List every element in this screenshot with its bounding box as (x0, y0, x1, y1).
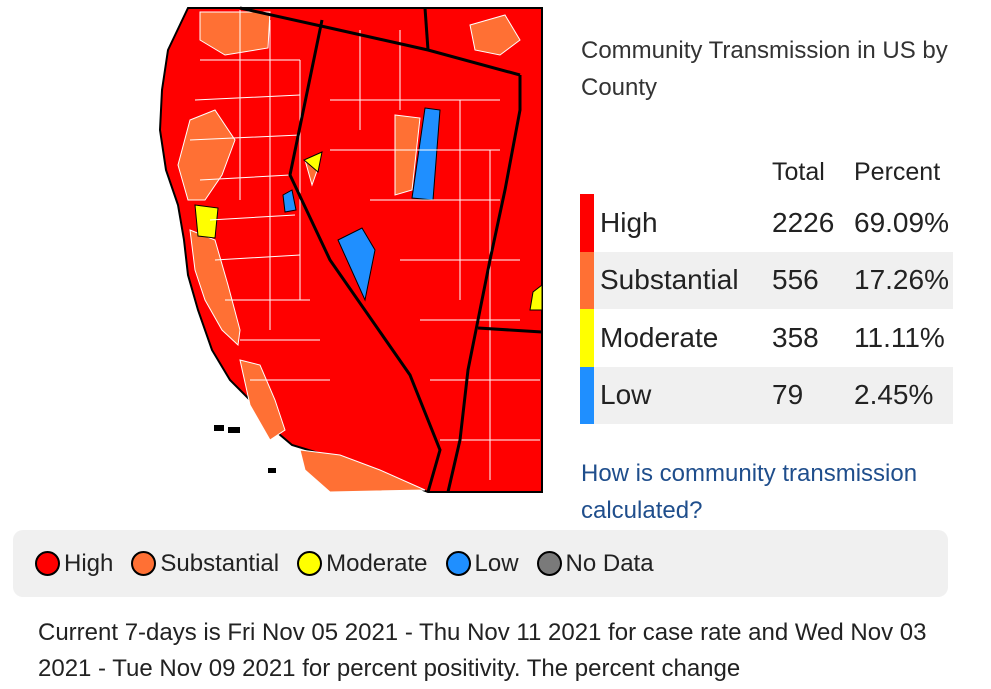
level-label: Moderate (600, 321, 719, 353)
legend-dot-icon (297, 551, 323, 576)
transmission-calculation-link[interactable]: How is community transmission calculated… (581, 460, 918, 524)
percent-value: 69.09% (854, 206, 949, 238)
map-counties-substantial[interactable] (177, 11, 521, 493)
legend-label: Moderate (326, 549, 428, 577)
legend-label: Low (474, 549, 519, 577)
legend-label: High (64, 549, 114, 577)
percent-value: 2.45% (854, 366, 953, 424)
legend-dot-icon (35, 551, 60, 576)
table-row-high: High 2226 69.09% (580, 194, 953, 252)
legend-item-no-data[interactable]: No Data (536, 549, 654, 578)
county-map[interactable] (0, 0, 545, 495)
header-total: Total (772, 157, 825, 186)
level-label: High (600, 206, 658, 238)
swatch-substantial (580, 251, 594, 309)
header-percent: Percent (854, 157, 941, 186)
table-row-low: Low 79 2.45% (580, 366, 953, 424)
total-value: 79 (772, 366, 854, 424)
percent-value: 11.11% (854, 321, 945, 353)
table-header-row: Total Percent (580, 150, 953, 194)
legend-item-low[interactable]: Low (445, 549, 519, 578)
panel-title: Community Transmission in US by County (581, 37, 948, 101)
swatch-low (580, 366, 594, 424)
table-row-substantial: Substantial 556 17.26% (580, 251, 953, 309)
map-islands (214, 425, 276, 473)
table-row-moderate: Moderate 358 11.11% (580, 309, 953, 367)
map-state-borders (239, 6, 543, 493)
map-legend: High Substantial Moderate Low No Data (13, 530, 948, 597)
legend-label: Substantial (160, 549, 280, 577)
legend-dot-icon (131, 551, 157, 576)
level-label: Low (594, 366, 772, 424)
legend-item-substantial[interactable]: Substantial (131, 550, 279, 578)
level-label: Substantial (594, 251, 772, 309)
legend-label: No Data (565, 549, 654, 577)
legend-dot-icon (445, 551, 471, 576)
legend-dot-icon (536, 551, 562, 576)
date-range-footnote: Current 7-days is Fri Nov 05 2021 - Thu … (38, 619, 927, 682)
legend-item-moderate[interactable]: Moderate (297, 549, 428, 578)
map-counties-moderate[interactable] (194, 151, 543, 311)
map-county-lines (189, 10, 540, 480)
swatch-high (580, 194, 594, 252)
percent-value: 17.26% (854, 251, 953, 309)
map-counties-low[interactable] (282, 107, 441, 302)
total-value: 358 (772, 321, 819, 353)
total-value: 2226 (772, 206, 835, 238)
transmission-summary-table: Total Percent High 2226 69.09% Substanti… (580, 150, 953, 424)
swatch-moderate (580, 309, 594, 367)
total-value: 556 (772, 251, 854, 309)
legend-item-high[interactable]: High (35, 550, 113, 578)
